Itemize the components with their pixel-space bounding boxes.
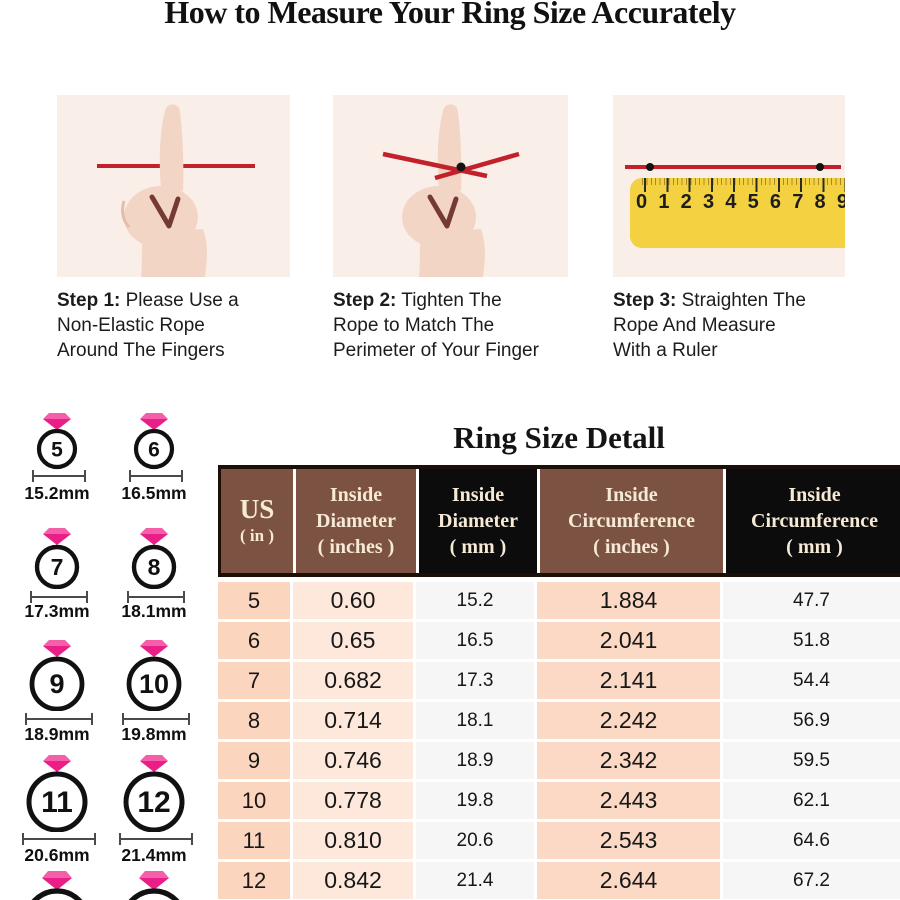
step-2-section: Step 2: Tighten The Rope to Match The Pe… [333,95,568,363]
ring-mm-label: 17.3mm [24,601,90,621]
diameter-bracket [129,470,183,482]
step-1-caption: Step 1: Please Use a Non-Elastic Rope Ar… [57,290,239,361]
diameter-bracket [22,833,96,845]
ring-size-11: 11 [25,753,89,837]
ring-size-5: 5 [35,411,79,475]
table-row: 9 0.746 18.9 2.342 59.5 [218,742,900,779]
ring-icon: 10 [126,640,182,712]
table-row: 7 0.682 17.3 2.141 54.4 [218,662,900,699]
diameter-bracket [32,470,86,482]
ring-size-10: 10 [125,638,183,716]
ring-size-9: 9 [28,638,86,716]
ring-partial [22,869,92,900]
ring-mm-label: 18.9mm [24,724,90,744]
rope-dot-left [646,163,654,171]
ring-mm-label: 20.6mm [24,845,90,865]
ring-mm-label: 15.2mm [24,483,90,503]
ring-mm-label: 19.8mm [121,724,187,744]
ring-size-7: 7 [33,526,81,594]
step-1-label: Step 1: [57,290,121,311]
step-2-image [333,95,568,277]
step-2-caption: Step 2: Tighten The Rope to Match The Pe… [333,290,539,361]
svg-text:8: 8 [148,554,161,580]
table-row: 10 0.778 19.8 2.443 62.1 [218,782,900,819]
ring-icon: 8 [131,528,177,590]
ring-size-6: 6 [132,411,176,475]
svg-text:5: 5 [51,439,63,462]
header-circumference-mm: Inside Circumference ( mm ) [726,469,900,573]
ring-icon: 6 [133,413,175,470]
diameter-bracket [127,591,185,603]
ring-partial [119,869,189,900]
ring-size-8: 8 [130,526,178,594]
rope-dot-right [816,163,824,171]
size-table-header: US ( in ) Inside Diameter ( inches ) Ins… [218,465,900,577]
ring-size-12: 12 [122,753,186,837]
ring-mm-label: 16.5mm [121,483,187,503]
step-3-label: Step 3: [613,290,677,311]
step-3-caption: Step 3: Straighten The Rope And Measure … [613,290,806,361]
diameter-bracket [30,591,88,603]
svg-text:9: 9 [49,669,64,699]
svg-text:10: 10 [139,669,169,699]
page-title: How to Measure Your Ring Size Accurately [164,0,736,30]
diameter-bracket [122,713,190,725]
ring-icon: 7 [34,528,80,590]
svg-text:11: 11 [41,786,73,819]
diameter-bracket [25,713,93,725]
hand-with-rope-icon [97,104,255,277]
ring-icon: 12 [123,755,185,833]
rope-line [625,165,841,169]
header-diameter-mm: Inside Diameter ( mm ) [419,469,537,573]
header-us: US ( in ) [221,469,293,573]
table-row: 8 0.714 18.1 2.242 56.9 [218,702,900,739]
header-circumference-inches: Inside Circumference ( inches ) [540,469,723,573]
ring-icon: 11 [26,755,88,833]
ring-icon [31,871,83,900]
svg-text:6: 6 [148,439,160,462]
diameter-bracket [119,833,193,845]
svg-text:12: 12 [137,786,170,819]
table-title: Ring Size Detall [453,420,665,455]
ring-icon: 9 [29,640,85,712]
ruler-number-ticks [644,178,845,192]
hand-rope-tightened-icon [382,104,520,277]
step-2-label: Step 2: [333,290,397,311]
svg-text:7: 7 [51,554,64,580]
table-row: 11 0.810 20.6 2.543 64.6 [218,822,900,859]
table-row: 6 0.65 16.5 2.041 51.8 [218,622,900,659]
table-row: 5 0.60 15.2 1.884 47.7 [218,582,900,619]
table-row: 12 0.842 21.4 2.644 67.2 [218,862,900,899]
ring-mm-label: 21.4mm [121,845,187,865]
step-1-section: Step 1: Please Use a Non-Elastic Rope Ar… [57,95,290,363]
ring-mm-label: 18.1mm [121,601,187,621]
ring-icon [128,871,180,900]
header-diameter-inches: Inside Diameter ( inches ) [296,469,416,573]
step-1-image [57,95,290,277]
ring-icon: 5 [36,413,78,470]
